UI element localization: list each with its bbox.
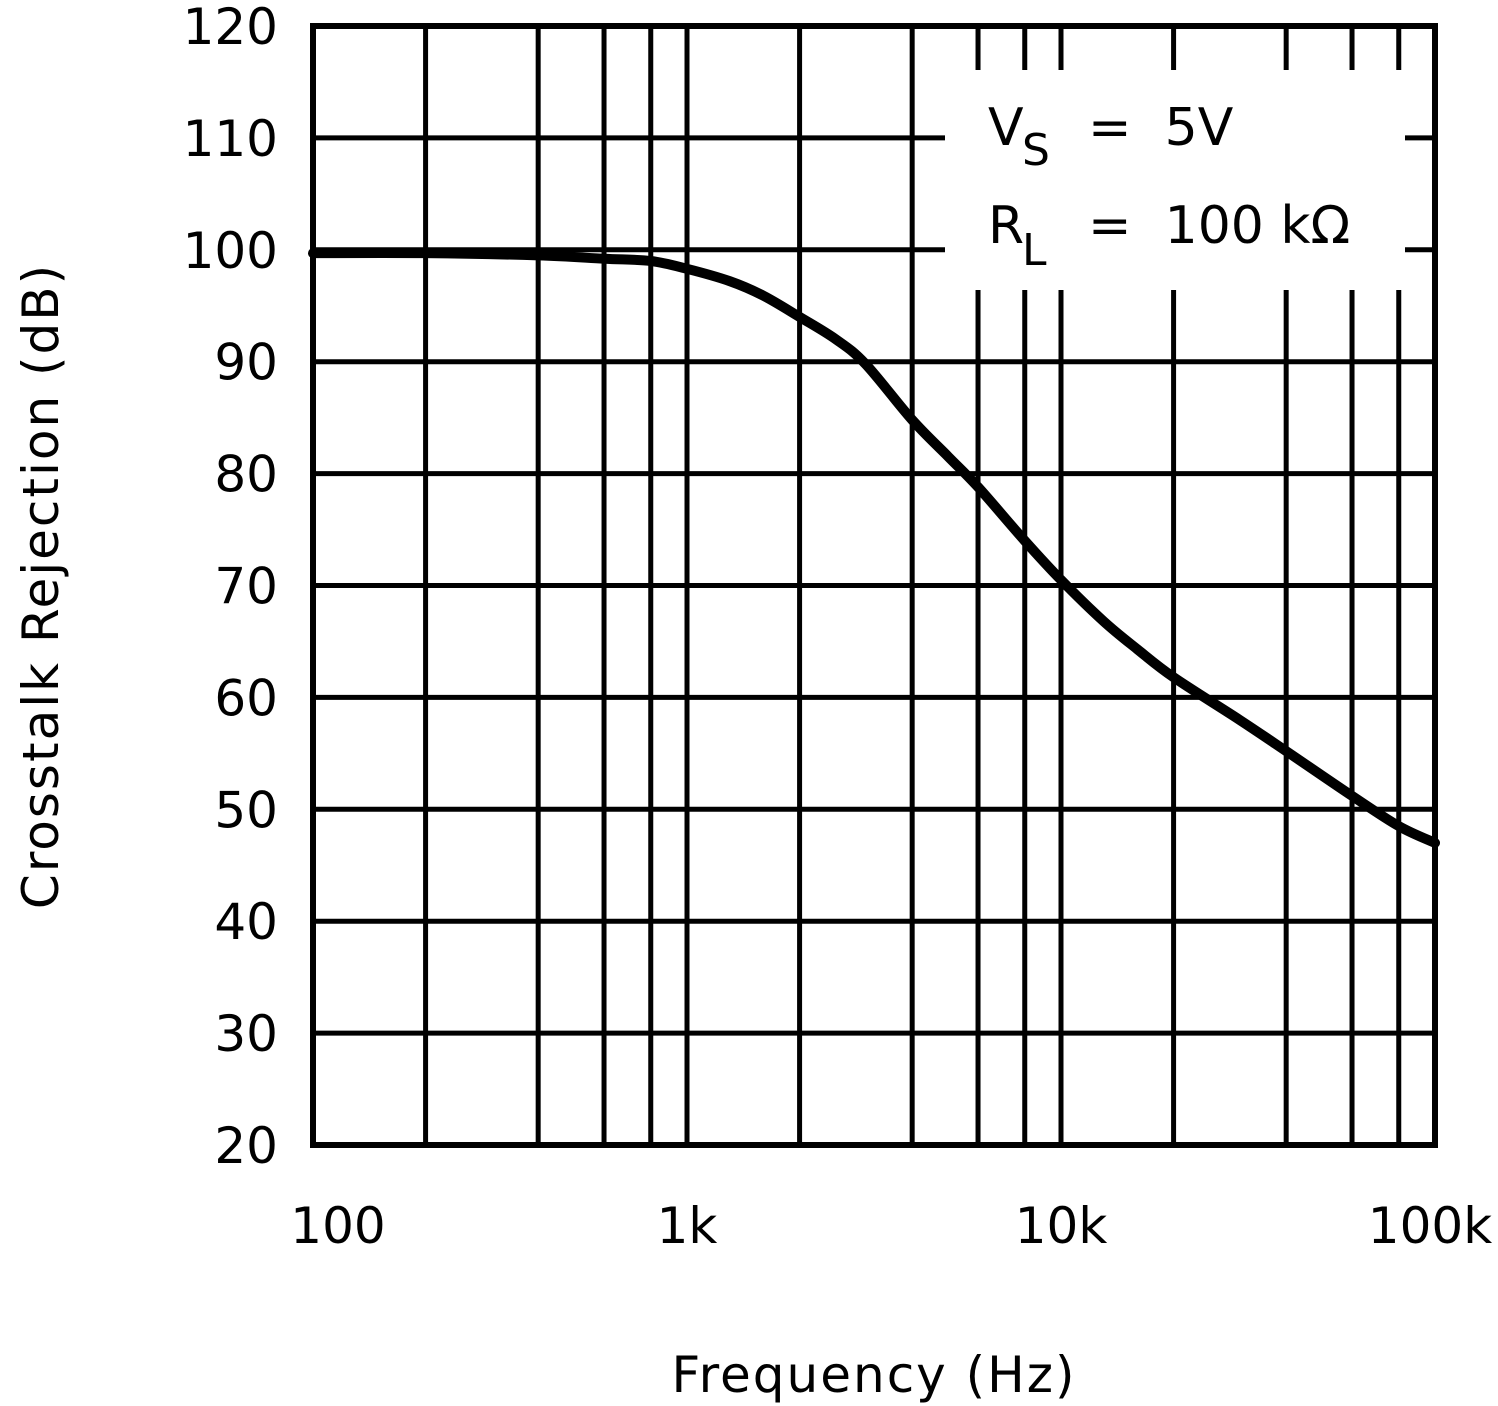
x-tick-label: 100k xyxy=(1368,1197,1492,1255)
annotation-subscript: L xyxy=(1022,225,1047,276)
y-tick-label: 100 xyxy=(183,222,278,280)
y-tick-label: 60 xyxy=(214,669,278,727)
x-tick-label: 100 xyxy=(290,1197,385,1255)
annotation-symbol: R xyxy=(988,196,1024,256)
plot-frame xyxy=(310,23,1438,1148)
annotation-background xyxy=(945,70,1405,290)
y-tick-label: 50 xyxy=(214,781,278,839)
y-tick-label: 20 xyxy=(214,1117,278,1175)
y-tick-label: 70 xyxy=(214,558,278,616)
annotation-subscript: S xyxy=(1022,125,1050,176)
annotation-value: = 100 kΩ xyxy=(1088,196,1350,256)
x-axis-title: Frequency (Hz) xyxy=(671,1346,1076,1404)
annotation-symbol: V xyxy=(988,98,1024,158)
y-axis-ticks: 20 30 40 50 60 70 80 90 100 110 120 xyxy=(183,0,278,1175)
annotation-value: = 5V xyxy=(1088,98,1234,158)
conditions-annotation: VS = 5V RL = 100 kΩ xyxy=(988,98,1350,276)
crosstalk-curve xyxy=(308,247,1440,848)
data-curve xyxy=(308,247,1440,848)
y-tick-label: 30 xyxy=(214,1005,278,1063)
plot-border xyxy=(310,23,1438,1148)
annotation-box xyxy=(945,70,1405,290)
y-tick-label: 90 xyxy=(214,334,278,392)
y-axis-title: Crosstalk Rejection (dB) xyxy=(12,263,70,909)
x-tick-label: 10k xyxy=(1015,1197,1108,1255)
x-tick-label: 1k xyxy=(657,1197,718,1255)
y-tick-label: 80 xyxy=(214,446,278,504)
y-tick-label: 40 xyxy=(214,893,278,951)
y-tick-label: 110 xyxy=(183,110,278,168)
x-axis-ticks: 100 1k 10k 100k xyxy=(290,1197,1492,1255)
y-tick-label: 120 xyxy=(183,0,278,56)
